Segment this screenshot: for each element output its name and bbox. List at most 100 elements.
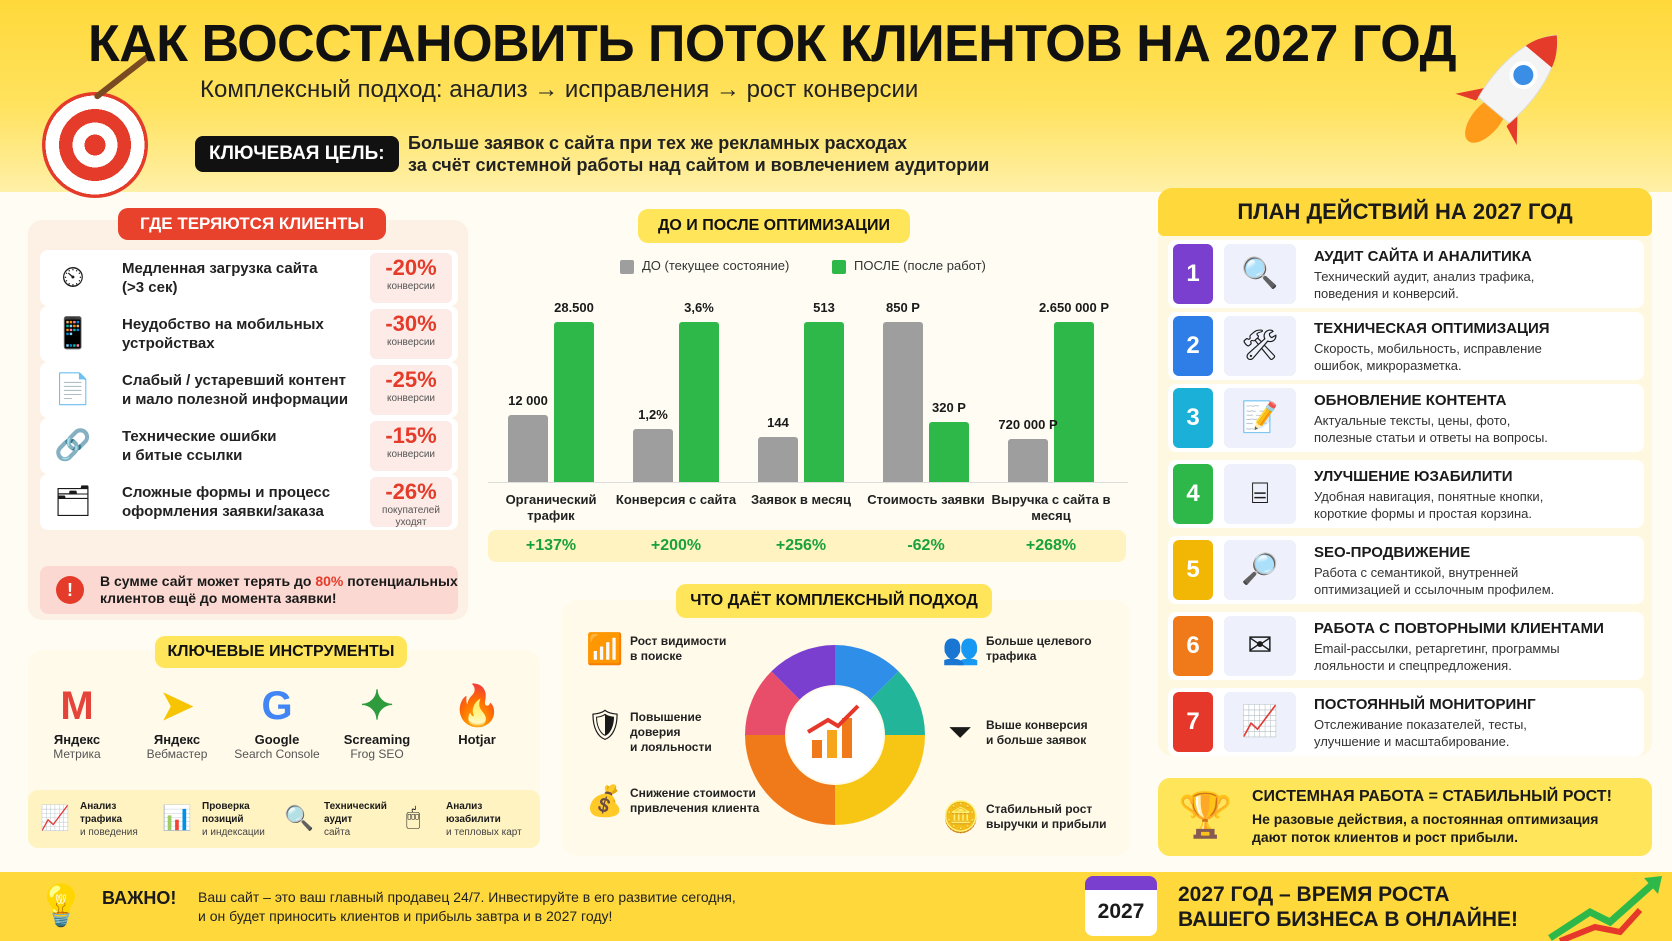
tool-4[interactable]: ✦ Screaming Frog SEO bbox=[332, 680, 422, 761]
tool-5[interactable]: 🔥 Hotjar bbox=[432, 680, 522, 747]
benefit-line: в поиске bbox=[630, 649, 683, 663]
calendar-icon: 2027 bbox=[1085, 876, 1157, 936]
tool-sub: Frog SEO bbox=[350, 747, 404, 761]
step-number: 2 bbox=[1173, 316, 1213, 376]
monitor-chart-icon: 📈 bbox=[1224, 692, 1296, 752]
feature-line: и тепловых карт bbox=[446, 827, 522, 838]
step-title: АУДИТ САЙТА И АНАЛИТИКА bbox=[1314, 248, 1532, 265]
footer-cta: 2027 ГОД – ВРЕМЯ РОСТА ВАШЕГО БИЗНЕСА В … bbox=[1178, 883, 1519, 931]
screaming-frog-icon: ✦ bbox=[360, 684, 394, 728]
bar-before-label: 144 bbox=[767, 415, 789, 431]
envelope-icon: ✉ bbox=[1224, 616, 1296, 676]
loss-percent: -30% bbox=[385, 311, 437, 336]
step-description: Отслеживание показателей, тесты, улучшени… bbox=[1314, 716, 1634, 750]
step-desc-line: короткие формы и простая корзина. bbox=[1314, 506, 1532, 521]
plan-summary: 🏆 СИСТЕМНАЯ РАБОТА = СТАБИЛЬНЫЙ РОСТ! Не… bbox=[1158, 778, 1652, 856]
feature-icon: 🖱 bbox=[406, 804, 421, 831]
feature-line: Технический bbox=[324, 801, 387, 812]
legend-after-label: ПОСЛЕ (после работ) bbox=[854, 258, 986, 273]
bar-before-label: 1,2% bbox=[638, 406, 668, 422]
loss-row: ⏲ Медленная загрузка сайта (>3 сек) -20% кон… bbox=[40, 250, 458, 306]
legend-before-label: ДО (текущее состояние) bbox=[642, 258, 790, 273]
loss-text-line: (>3 сек) bbox=[122, 279, 178, 296]
tool-sub: Вебмастер bbox=[146, 747, 208, 761]
step-desc-line: полезные статьи и ответы на вопросы. bbox=[1314, 430, 1548, 445]
loss-text: Слабый / устаревший контент и мало полезн… bbox=[122, 371, 362, 409]
benefit-line: Повышение bbox=[630, 710, 702, 724]
tool-features-strip bbox=[28, 790, 540, 848]
trophy-icon: 🏆 bbox=[1178, 791, 1233, 840]
benefits-donut bbox=[745, 645, 925, 825]
loss-caption: покупателей bbox=[382, 505, 440, 516]
benefit-line: Снижение стоимости bbox=[630, 786, 756, 800]
bar-after-label: 3,6% bbox=[684, 300, 714, 315]
loss-text: Сложные формы и процесс оформления заявки… bbox=[122, 483, 362, 521]
step-desc-line: Технический аудит, анализ трафика, bbox=[1314, 269, 1535, 284]
step-number: 5 bbox=[1173, 540, 1213, 600]
document-icon: 📄 bbox=[54, 373, 92, 406]
plan-step-1: 1 🔍 АУДИТ САЙТА И АНАЛИТИКА Технический ауд… bbox=[1168, 240, 1644, 308]
tool-2[interactable]: ➤ Яндекс Вебмастер bbox=[132, 680, 222, 761]
alert-text: В сумме сайт может терять до 80% потенци… bbox=[100, 573, 458, 606]
tool-name: Screaming bbox=[343, 732, 411, 747]
bar-before bbox=[633, 428, 673, 482]
feature-text: Анализ юзабилити и тепловых карт bbox=[446, 800, 536, 839]
broken-link-icon: 🔗 bbox=[54, 429, 92, 462]
loss-caption: конверсии bbox=[386, 449, 436, 460]
bar-before bbox=[758, 437, 798, 482]
plan-step-3: 3 📝 ОБНОВЛЕНИЕ КОНТЕНТА Актуальные тексты, … bbox=[1168, 384, 1644, 452]
goal-badge: КЛЮЧЕВАЯ ЦЕЛЬ: bbox=[195, 136, 399, 172]
sitemap-icon: ⌸ bbox=[1224, 464, 1296, 524]
step-desc-line: ошибок, микроразметка. bbox=[1314, 358, 1462, 373]
loss-text-line: и битые ссылки bbox=[122, 447, 243, 464]
page-subtitle: Комплексный подход: анализ → исправления… bbox=[200, 76, 919, 103]
benefit-text: Выше конверсия и больше заявок bbox=[986, 718, 1136, 748]
tool-sub: Search Console bbox=[234, 747, 320, 761]
step-title: ОБНОВЛЕНИЕ КОНТЕНТА bbox=[1314, 392, 1507, 409]
plan-step-2: 2 🛠 ТЕХНИЧЕСКАЯ ОПТИМИЗАЦИЯ Скорость, мобил… bbox=[1168, 312, 1644, 380]
loss-value-box: -15% конверсии bbox=[370, 421, 452, 471]
feature-line: сайта bbox=[324, 827, 351, 838]
step-number: 6 bbox=[1173, 616, 1213, 676]
delta-label: +137% bbox=[525, 537, 577, 554]
feature-line: Анализ bbox=[446, 801, 483, 812]
footer-important: ВАЖНО! bbox=[102, 888, 177, 908]
benefit-text: Стабильный рост выручки и прибыли bbox=[986, 802, 1136, 832]
step-description: Удобная навигация, понятные кнопки, корот… bbox=[1314, 488, 1634, 522]
smartphone-icon: 📱 bbox=[54, 317, 92, 350]
feature-icon: 📊 bbox=[162, 805, 192, 832]
tool-1[interactable]: M Яндекс Метрика bbox=[32, 680, 122, 761]
plan-step-4: 4 ⌸ УЛУЧШЕНИЕ ЮЗАБИЛИТИ Удобная навигация, … bbox=[1168, 460, 1644, 528]
loss-text-line: оформления заявки/заказа bbox=[122, 503, 324, 520]
plan-step-5: 5 🔎 SEO-ПРОДВИЖЕНИЕ Работа с семантикой, вн… bbox=[1168, 536, 1644, 604]
legend-before-swatch bbox=[620, 260, 634, 274]
loss-value-box: -20% конверсии bbox=[370, 253, 452, 303]
step-description: Скорость, мобильность, исправление ошибок… bbox=[1314, 340, 1634, 374]
loss-percent: -25% bbox=[385, 367, 437, 392]
feature-line: аудит bbox=[324, 814, 353, 825]
feature-line: трафика bbox=[80, 814, 123, 825]
tool-name: Яндекс bbox=[153, 732, 201, 747]
feature-line: позиций bbox=[202, 814, 244, 825]
lightbulb-icon: 💡 bbox=[36, 884, 86, 928]
feature-text: Технический аудит сайта bbox=[324, 800, 414, 839]
benefit-line: Больше целевого bbox=[986, 634, 1092, 648]
benefit-text: Повышение доверия и лояльности bbox=[630, 710, 780, 755]
step-description: Работа с семантикой, внутренней оптимизац… bbox=[1314, 564, 1634, 598]
funnel-icon: ⏷ bbox=[948, 716, 972, 749]
tool-name: Яндекс bbox=[53, 732, 101, 747]
benefit-line: Выше конверсия bbox=[986, 718, 1088, 732]
loss-text-line: Слабый / устаревший контент bbox=[122, 372, 346, 389]
coins-stack-icon: 🪙 bbox=[942, 801, 980, 834]
bar-before-label: 12 000 bbox=[508, 392, 548, 408]
yandex-metrica-icon: M bbox=[60, 684, 94, 728]
bar-after-label: 2.650 000 Р bbox=[1038, 300, 1110, 315]
loss-text-line: Технические ошибки bbox=[122, 428, 277, 445]
delta-label: +256% bbox=[775, 537, 827, 554]
step-number: 3 bbox=[1173, 388, 1213, 448]
loss-text-line: Медленная загрузка сайта bbox=[122, 260, 318, 277]
bar-after bbox=[1054, 322, 1094, 482]
rocket-icon bbox=[1455, 34, 1558, 146]
bar-before bbox=[508, 414, 548, 482]
tool-3[interactable]: G Google Search Console bbox=[232, 680, 322, 761]
